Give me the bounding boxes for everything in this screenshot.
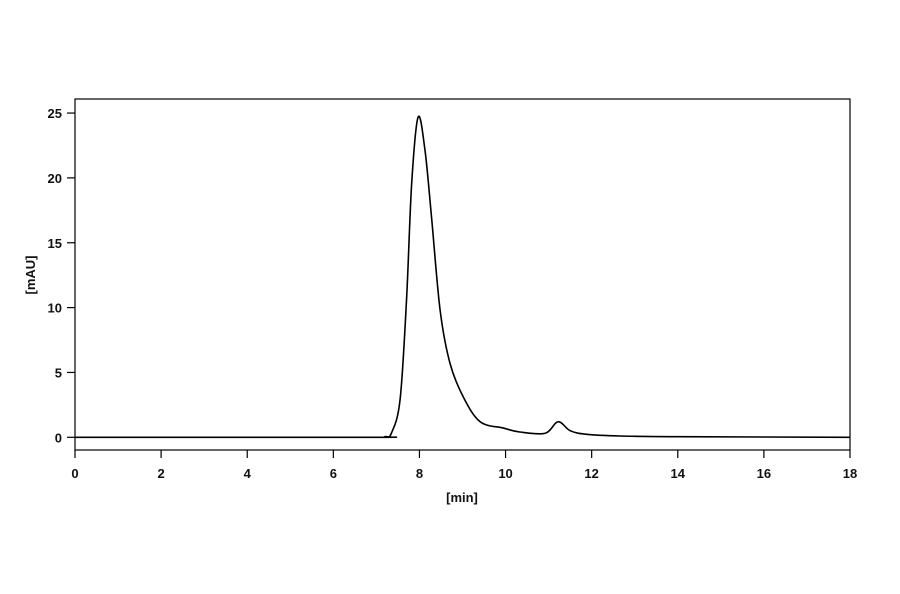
y-tick-label: 10 xyxy=(48,301,62,316)
x-tick-label: 6 xyxy=(330,466,337,481)
x-tick-label: 14 xyxy=(671,466,686,481)
y-tick-label: 5 xyxy=(55,365,62,380)
x-tick-label: 8 xyxy=(416,466,423,481)
y-tick-label: 25 xyxy=(48,106,62,121)
series-line xyxy=(74,115,851,439)
x-tick-label: 2 xyxy=(157,466,164,481)
y-axis-label: [mAU] xyxy=(23,256,38,295)
x-tick-label: 12 xyxy=(584,466,598,481)
y-tick-label: 20 xyxy=(48,171,62,186)
y-tick-label: 0 xyxy=(55,430,62,445)
x-axis-label: [min] xyxy=(446,490,478,505)
x-tick-label: 10 xyxy=(498,466,512,481)
x-tick-label: 18 xyxy=(843,466,857,481)
plot-frame xyxy=(74,98,851,451)
y-tick-label: 15 xyxy=(48,236,62,251)
x-tick-label: 16 xyxy=(757,466,771,481)
x-tick-label: 0 xyxy=(71,466,78,481)
x-tick-label: 4 xyxy=(244,466,252,481)
